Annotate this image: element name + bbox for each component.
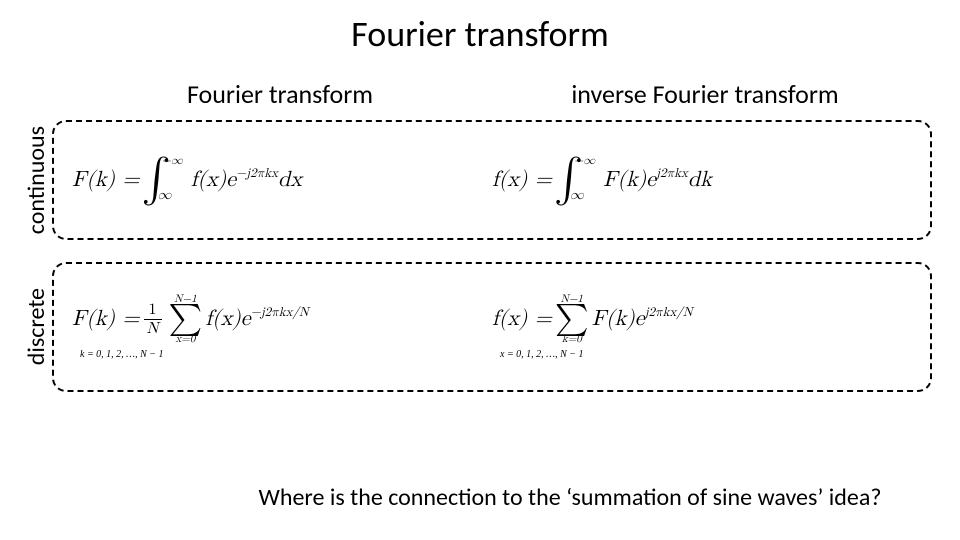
summand-body: f(x)e: [205, 306, 250, 332]
equation-box-discrete: F(k) = 1 N N−1 ∑ x=0 f(x)e−j2πkx/N k = 0…: [52, 262, 932, 392]
equation-continuous-forward: F(k) = −∞ ∫ ∞ f(x)e−j2πkxdx: [72, 162, 492, 197]
integral-icon: −∞ ∫ ∞: [554, 162, 583, 197]
exponent: −j2πkx: [236, 166, 278, 182]
footer-question: Where is the connection to the ‘summatio…: [0, 483, 960, 512]
lhs: F(k) =: [72, 306, 140, 332]
index-range-forward: k = 0, 1, 2, …, N − 1: [80, 349, 164, 360]
integrand-body: F(k)e: [603, 167, 656, 193]
sigma-icon: N−1 ∑ k=0: [555, 294, 589, 345]
row-continuous: continuous F(k) = −∞ ∫ ∞ f(x)e−j2πkxdx f…: [22, 120, 932, 240]
exponent: −j2πkx/N: [251, 305, 309, 321]
index-range-inverse: x = 0, 1, 2, …, N − 1: [500, 349, 584, 360]
column-header-forward: Fourier transform: [70, 78, 490, 110]
row-label-discrete: discrete: [22, 288, 52, 365]
exponent: j2πkx: [656, 166, 688, 182]
row-discrete: discrete F(k) = 1 N N−1 ∑ x=0 f(x)e−j2πk…: [22, 262, 932, 392]
equation-discrete-forward: F(k) = 1 N N−1 ∑ x=0 f(x)e−j2πkx/N k = 0…: [72, 294, 492, 360]
integrand-body: f(x)e: [191, 167, 236, 193]
row-label-continuous: continuous: [22, 126, 52, 234]
lhs: f(x) =: [492, 306, 552, 332]
exponent: j2πkx/N: [645, 305, 693, 321]
equation-continuous-inverse: f(x) = −∞ ∫ ∞ F(k)ej2πkxdk: [492, 162, 912, 197]
slide-title: Fourier transform: [0, 0, 960, 56]
integrand-tail: dx: [278, 167, 302, 193]
lhs: f(x) =: [492, 167, 552, 193]
integrand-tail: dk: [688, 167, 712, 193]
sigma-icon: N−1 ∑ x=0: [169, 294, 203, 345]
column-headers: Fourier transform inverse Fourier transf…: [70, 78, 960, 110]
equation-discrete-inverse: f(x) = N−1 ∑ k=0 F(k)ej2πkx/N x = 0, 1, …: [492, 294, 912, 360]
lhs: F(k) =: [72, 167, 140, 193]
column-header-inverse: inverse Fourier transform: [490, 78, 920, 110]
summand-body: F(k)e: [592, 306, 645, 332]
fraction: 1 N: [144, 302, 162, 337]
equation-box-continuous: F(k) = −∞ ∫ ∞ f(x)e−j2πkxdx f(x) = −∞ ∫ …: [52, 120, 932, 240]
integral-icon: −∞ ∫ ∞: [142, 162, 171, 197]
